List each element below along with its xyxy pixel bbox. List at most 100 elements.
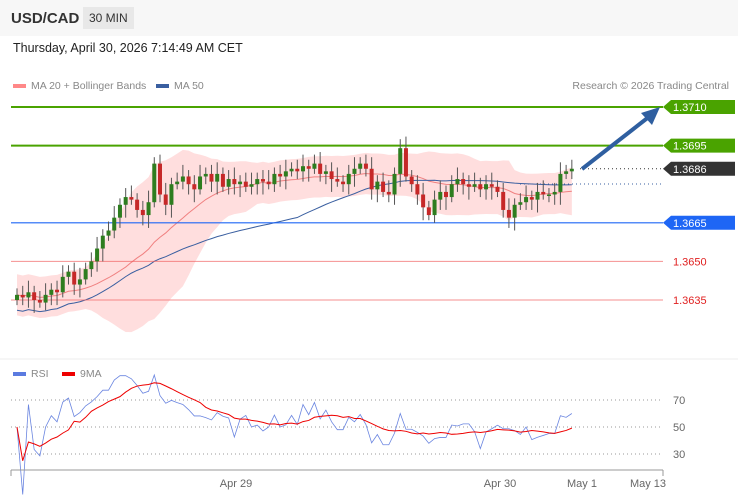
level-label: 1.3650: [673, 256, 707, 268]
candle-body: [564, 171, 569, 174]
level-label: 1.3665: [673, 218, 707, 230]
candle-body: [215, 173, 220, 182]
candle-body: [329, 171, 334, 180]
candle-body: [386, 191, 391, 195]
candle-body: [352, 168, 357, 174]
candle-body: [409, 176, 414, 185]
candle-body: [278, 173, 283, 177]
candle-body: [283, 171, 288, 177]
candle-body: [306, 166, 311, 169]
candle-body: [341, 181, 346, 185]
candle-body: [198, 176, 203, 190]
candle-body: [158, 163, 162, 195]
candle-body: [15, 294, 19, 300]
candle-body: [512, 204, 517, 218]
candle-body: [466, 184, 471, 187]
x-tick: May 13: [630, 478, 666, 490]
x-tick: Apr 29: [220, 478, 252, 490]
candle-body: [392, 173, 397, 195]
candle-body: [438, 191, 443, 200]
rsi-tick: 30: [673, 449, 685, 461]
candle-body: [146, 202, 151, 216]
candle-body: [192, 184, 197, 190]
legend-rsi-ma: 9MA: [62, 368, 102, 380]
candle-body: [369, 168, 374, 190]
candle-body: [129, 197, 134, 200]
candle-body: [49, 289, 54, 295]
legend-swatch: [62, 372, 75, 376]
candle-body: [117, 204, 122, 218]
legend-swatch: [13, 84, 26, 88]
candle-body: [403, 148, 408, 177]
forecast-arrowhead: [641, 107, 660, 125]
candle-body: [312, 163, 317, 169]
candle-body: [255, 179, 260, 185]
legend-swatch: [13, 372, 26, 376]
candle-body: [398, 148, 403, 174]
candle-body: [95, 248, 100, 262]
candle-body: [552, 191, 557, 195]
x-tick: Apr 30: [484, 478, 516, 490]
candle-body: [381, 181, 386, 192]
candle-body: [301, 166, 305, 172]
candle-body: [169, 184, 174, 205]
ma50-line: [16, 179, 572, 313]
timeframe-button[interactable]: 30 MIN: [83, 7, 134, 29]
rsi-tick: 70: [673, 395, 685, 407]
candle-body: [209, 173, 214, 182]
candle-body: [569, 168, 574, 172]
forecast-arrow: [580, 114, 652, 171]
candle-body: [249, 184, 254, 187]
candle-body: [484, 184, 489, 190]
candle-body: [140, 209, 145, 216]
candle-body: [26, 292, 31, 298]
candle-body: [426, 207, 431, 216]
legend-rsi: RSI: [13, 368, 49, 380]
candle-body: [175, 181, 180, 185]
candle-body: [524, 197, 529, 203]
candle-body: [243, 181, 248, 187]
candle-body: [289, 168, 294, 172]
candle-body: [375, 181, 380, 190]
candle-body: [449, 184, 454, 198]
candle-body: [535, 191, 540, 200]
candle-body: [461, 179, 466, 185]
candle-body: [501, 191, 506, 210]
candle-body: [37, 299, 42, 303]
candle-body: [455, 179, 460, 185]
candle-body: [152, 163, 157, 203]
candle-body: [123, 197, 128, 205]
candle-body: [66, 271, 71, 277]
legend-label: MA 50: [174, 80, 204, 92]
level-label: 1.3635: [673, 295, 707, 307]
legend-label: MA 20 + Bollinger Bands: [31, 80, 147, 92]
candle-body: [72, 271, 77, 285]
bollinger-band: [17, 149, 572, 333]
candle-body: [444, 191, 448, 198]
candle-body: [180, 176, 185, 182]
candle-body: [112, 217, 117, 231]
candle-body: [558, 173, 563, 192]
candle-body: [295, 168, 300, 172]
candle-body: [546, 194, 551, 196]
candle-body: [83, 269, 88, 280]
copyright-text: Research © 2026 Trading Central: [572, 80, 729, 92]
symbol-title: USD/CAD: [11, 10, 80, 27]
candle-body: [55, 289, 60, 293]
candle-body: [335, 179, 340, 182]
candle-body: [478, 184, 483, 190]
candle-body: [186, 176, 191, 185]
candle-body: [43, 294, 48, 303]
candle-body: [421, 194, 426, 208]
candle-body: [495, 186, 500, 192]
candle-body: [506, 209, 511, 218]
level-label: 1.3710: [673, 102, 707, 114]
rsi-ma-line: [16, 382, 573, 461]
candle-body: [415, 184, 420, 195]
copyright: Research © 2026 Trading Central: [572, 80, 729, 92]
legend-swatch: [156, 84, 169, 88]
level-label: 1.3695: [673, 141, 707, 153]
candle-body: [32, 292, 37, 300]
candle-body: [346, 173, 351, 185]
